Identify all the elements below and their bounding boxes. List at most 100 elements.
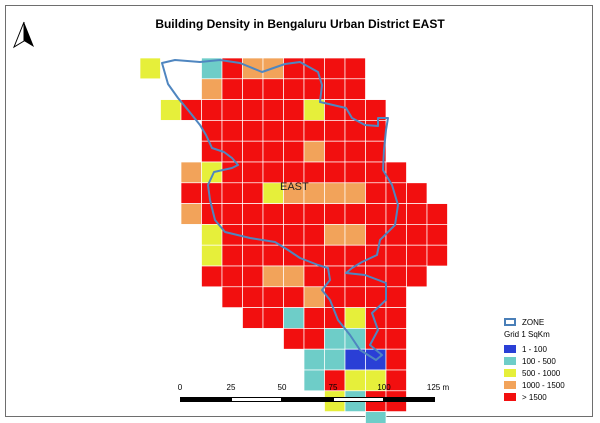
grid-cell [365, 203, 387, 225]
grid-cell [201, 140, 223, 163]
grid-cell [426, 224, 448, 246]
grid-cell [283, 265, 305, 288]
grid-cell [283, 78, 305, 100]
scale-segment-2 [231, 397, 282, 402]
grid-cell [324, 224, 346, 246]
grid-cell [324, 182, 346, 204]
grid-cell [344, 203, 366, 225]
grid-cell [324, 203, 346, 225]
grid-cell [283, 57, 305, 80]
grid-cell [406, 203, 428, 225]
grid-cell [324, 244, 346, 267]
grid-cell [283, 307, 305, 329]
grid-cell [365, 286, 387, 308]
grid-cell [303, 328, 325, 350]
grid-cell [303, 265, 325, 288]
grid-cell [242, 99, 264, 121]
grid-cell [324, 57, 346, 80]
legend-class-label: 500 - 1000 [522, 368, 561, 378]
grid-cell [344, 161, 366, 184]
scale-bar: 0 25 50 75 100 125 m [177, 383, 449, 405]
grid-cell [385, 224, 407, 246]
grid-cell [283, 161, 305, 184]
grid-cell [242, 203, 264, 225]
legend-class-row: 500 - 1000 [504, 367, 565, 379]
grid-cell [303, 203, 325, 225]
grid-cell [385, 286, 407, 308]
grid-cell [344, 182, 366, 204]
grid-cell [426, 203, 448, 225]
zone-name-label: EAST [280, 181, 309, 193]
grid-cell [344, 286, 366, 308]
grid-cell [262, 265, 284, 288]
grid-cell [262, 307, 284, 329]
grid-cell [283, 203, 305, 225]
legend-zone-swatch [504, 318, 516, 326]
grid-cell [406, 244, 428, 267]
grid-cell [303, 140, 325, 163]
grid-cell [262, 78, 284, 100]
scale-label-75: 75 [328, 383, 338, 392]
grid-cell [221, 244, 243, 267]
grid-cell [221, 120, 243, 142]
legend: ZONE Grid 1 SqKm 1 - 100 100 - 500 500 - 1… [504, 316, 565, 403]
grid-cell [406, 265, 428, 288]
grid-cell [365, 328, 387, 350]
grid-cell [324, 348, 346, 371]
grid-cell [221, 78, 243, 100]
grid-cell [303, 224, 325, 246]
scale-segment-5 [384, 397, 435, 402]
north-arrow-icon [12, 21, 34, 49]
grid-cell [221, 265, 243, 288]
grid-cell [303, 161, 325, 184]
grid-cell [324, 328, 346, 350]
legend-zone-label: ZONE [522, 317, 545, 327]
grid-cell [303, 57, 325, 80]
grid-cell [283, 328, 305, 350]
grid-cell [242, 286, 264, 308]
grid-cell [303, 307, 325, 329]
grid-cell [324, 140, 346, 163]
grid-cell [283, 140, 305, 163]
legend-class-label: 1 - 100 [522, 344, 547, 354]
grid-cell [242, 244, 264, 267]
grid-cell [344, 57, 366, 80]
grid-cell [262, 203, 284, 225]
grid-cell [160, 99, 182, 121]
grid-cell [324, 161, 346, 184]
grid-cell [262, 161, 284, 184]
grid-cell [262, 140, 284, 163]
grid-cell [201, 78, 223, 100]
grid-cell [406, 224, 428, 246]
grid-cell [242, 120, 264, 142]
grid-cell [385, 307, 407, 329]
grid-cell [385, 328, 407, 350]
scale-label-0: 0 [177, 383, 183, 392]
grid-cells [139, 57, 448, 423]
legend-class-row: > 1500 [504, 391, 565, 403]
grid-cell [344, 224, 366, 246]
grid-cell [180, 203, 202, 225]
map-frame [5, 5, 593, 417]
scale-label-100: 100 [377, 383, 391, 392]
scale-label-50: 50 [277, 383, 287, 392]
scale-label-125: 125 m [426, 383, 450, 392]
legend-class-swatch [504, 381, 516, 389]
grid-cell [303, 348, 325, 371]
grid-cell [180, 182, 202, 204]
grid-cell [221, 99, 243, 121]
grid-cell [221, 203, 243, 225]
grid-cell [365, 411, 387, 423]
grid-cell [262, 286, 284, 308]
scale-label-25: 25 [226, 383, 236, 392]
grid-cell [201, 99, 223, 121]
legend-class-row: 100 - 500 [504, 355, 565, 367]
zone-boundary [161, 59, 399, 361]
grid-cell [283, 99, 305, 121]
grid-cell [344, 265, 366, 288]
legend-class-swatch [504, 357, 516, 365]
grid-cell [406, 182, 428, 204]
legend-class-label: 100 - 500 [522, 356, 556, 366]
legend-class-swatch [504, 369, 516, 377]
